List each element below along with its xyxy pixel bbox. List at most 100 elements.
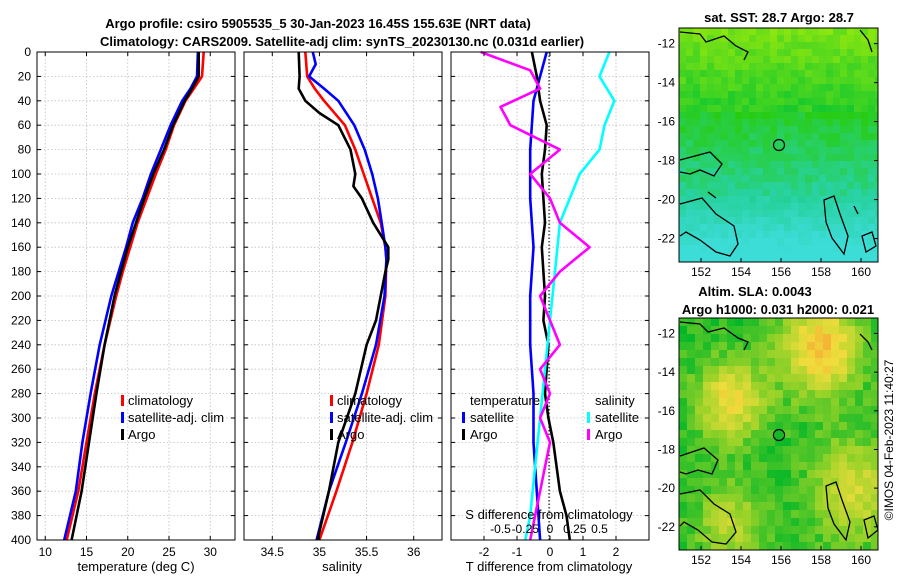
heatmap-cell (805, 84, 813, 92)
heatmap-cell (868, 77, 876, 85)
legend-label-satellite: satellite-adj. clim (337, 410, 433, 425)
heatmap-cell (805, 56, 813, 64)
heatmap-cell (686, 224, 694, 232)
heatmap-cell (686, 42, 694, 50)
heatmap-cell (686, 91, 694, 99)
heatmap-cell (749, 35, 757, 43)
heatmap-cell (791, 63, 799, 71)
heatmap-cell (679, 462, 688, 471)
heatmap-cell (831, 390, 840, 399)
heatmap-cell (714, 98, 722, 106)
heatmap-cell (815, 518, 824, 527)
heatmap-cell (875, 147, 879, 155)
heatmap-cell (871, 382, 879, 391)
heatmap-cell (831, 342, 840, 351)
heatmap-cell (839, 398, 848, 407)
heatmap-cell (759, 470, 768, 479)
heatmap-cell (791, 478, 800, 487)
heatmap-cell (839, 518, 848, 527)
heatmap-cell (847, 35, 855, 43)
heatmap-cell (861, 77, 869, 85)
heatmap-cell (728, 119, 736, 127)
heatmap-cell (875, 105, 879, 113)
heatmap-cell (728, 56, 736, 64)
heatmap-cell (855, 454, 864, 463)
heatmap-cell (693, 63, 701, 71)
heatmap-cell (703, 382, 712, 391)
heatmap-cell (833, 203, 841, 211)
heatmap-cell (863, 526, 872, 535)
heatmap-cell (721, 49, 729, 57)
heatmap-cell (784, 28, 792, 36)
heatmap-cell (693, 182, 701, 190)
heatmap-cell (749, 70, 757, 78)
heatmap-cell (840, 182, 848, 190)
heatmap-cell (847, 224, 855, 232)
heatmap-cell (840, 98, 848, 106)
heatmap-cell (693, 238, 701, 246)
heatmap-cell (847, 406, 856, 415)
heatmap-cell (833, 77, 841, 85)
heatmap-cell (798, 56, 806, 64)
heatmap-cell (770, 70, 778, 78)
heatmap-cell (799, 390, 808, 399)
heatmap-cell (799, 494, 808, 503)
heatmap-cell (775, 422, 784, 431)
heatmap-cell (815, 398, 824, 407)
heatmap-cell (840, 210, 848, 218)
heatmap-cell (777, 126, 785, 134)
heatmap-cell (763, 259, 771, 263)
heatmap-cell (812, 182, 820, 190)
heatmap-cell (783, 518, 792, 527)
heatmap-cell (707, 133, 715, 141)
legend-label-argo: Argo (128, 427, 155, 442)
heatmap-cell (728, 231, 736, 239)
heatmap-cell (693, 154, 701, 162)
heatmap-cell (693, 161, 701, 169)
heatmap-cell (798, 147, 806, 155)
heatmap-cell (805, 238, 813, 246)
heatmap-cell (840, 196, 848, 204)
series-line-s-satellite (524, 51, 616, 541)
heatmap-cell (831, 534, 840, 543)
heatmap-cell (875, 84, 879, 92)
sla-heatmap (679, 318, 879, 551)
heatmap-cell (819, 70, 827, 78)
heatmap-cell (823, 470, 832, 479)
heatmap-cell (767, 334, 776, 343)
heatmap-cell (695, 334, 704, 343)
heatmap-cell (784, 49, 792, 57)
heatmap-cell (707, 231, 715, 239)
heatmap-cell (711, 342, 720, 351)
heatmap-cell (823, 390, 832, 399)
heatmap-cell (679, 502, 688, 511)
heatmap-cell (763, 84, 771, 92)
heatmap-cell (721, 28, 729, 36)
heatmap-cell (854, 70, 862, 78)
heatmap-cell (735, 406, 744, 415)
heatmap-cell (728, 140, 736, 148)
heatmap-cell (868, 119, 876, 127)
heatmap-cell (763, 147, 771, 155)
heatmap-cell (693, 224, 701, 232)
heatmap-cell (807, 478, 816, 487)
heatmap-cell (854, 175, 862, 183)
heatmap-cell (763, 196, 771, 204)
heatmap-cell (749, 217, 757, 225)
heatmap-cell (687, 478, 696, 487)
heatmap-cell (826, 210, 834, 218)
heatmap-cell (679, 422, 688, 431)
heatmap-cell (759, 446, 768, 455)
heatmap-cell (847, 238, 855, 246)
heatmap-cell (831, 510, 840, 519)
heatmap-cell (767, 494, 776, 503)
heatmap-cell (875, 231, 879, 239)
heatmap-cell (714, 147, 722, 155)
heatmap-cell (770, 196, 778, 204)
heatmap-cell (707, 98, 715, 106)
heatmap-cell (875, 217, 879, 225)
heatmap-cell (686, 140, 694, 148)
heatmap-cell (679, 56, 687, 64)
heatmap-cell (756, 154, 764, 162)
